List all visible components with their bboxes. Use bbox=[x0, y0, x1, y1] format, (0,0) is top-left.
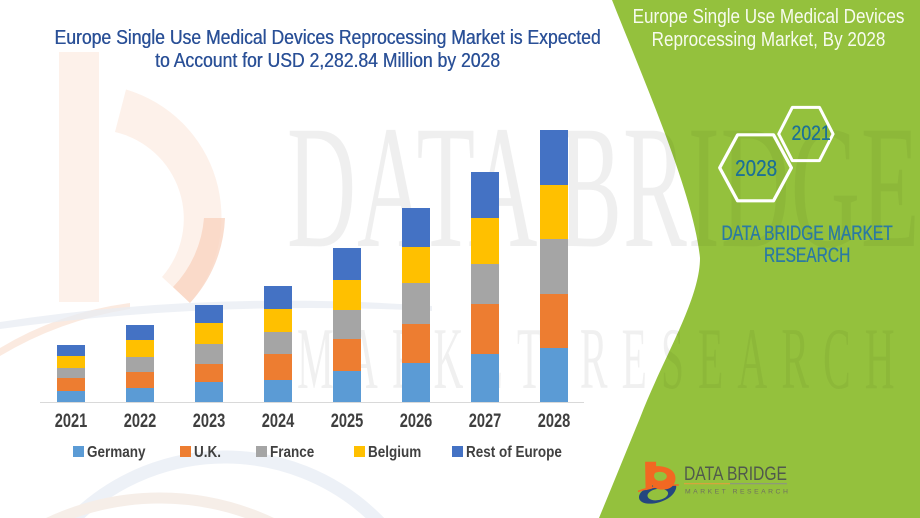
svg-text:DATA BRIDGE: DATA BRIDGE bbox=[684, 464, 787, 485]
svg-text:MARKET RESEARCH: MARKET RESEARCH bbox=[297, 310, 909, 407]
svg-text:MARKET RESEARCH: MARKET RESEARCH bbox=[685, 489, 790, 496]
